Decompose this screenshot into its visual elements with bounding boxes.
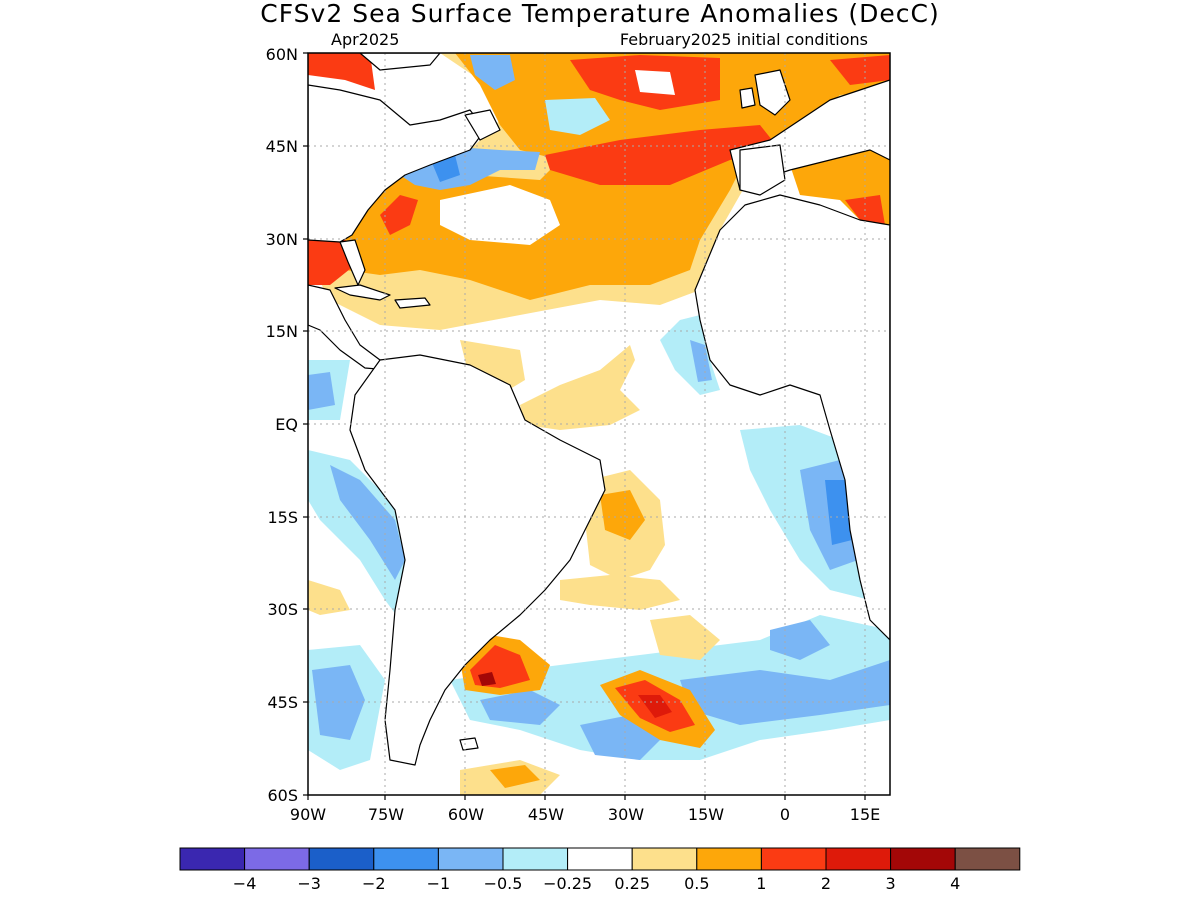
lat-label-30s: 30S xyxy=(267,600,298,619)
colorbar-label: −0.25 xyxy=(543,874,592,893)
lat-label-45s: 45S xyxy=(267,693,298,712)
lon-label-15e: 15E xyxy=(850,805,880,824)
colorbar-label: −0.5 xyxy=(484,874,523,893)
colorbar-label: 0.25 xyxy=(614,874,650,893)
florida-land xyxy=(339,239,366,286)
tick-marks xyxy=(303,52,866,800)
colorbar-swatch xyxy=(308,847,375,871)
lat-label-30n: 30N xyxy=(266,230,298,249)
valid-month-label: Apr2025 xyxy=(331,30,399,49)
lon-label-60w: 60W xyxy=(448,805,484,824)
colorbar-label: 0.5 xyxy=(684,874,709,893)
plot-area: 60N 45N 30N 15N EQ 15S 30S 45S 60S 90W 7… xyxy=(266,45,891,824)
anomaly-northwest-corner-warm xyxy=(308,53,375,90)
colorbar-label: −4 xyxy=(233,874,257,893)
colorbar-swatch xyxy=(825,847,892,871)
land-masses xyxy=(308,53,890,766)
anomaly-canary-current-cool-core xyxy=(690,340,712,382)
anomaly-labrador-cool xyxy=(470,55,515,90)
colorbar-swatch xyxy=(567,847,633,871)
lon-label-30w: 30W xyxy=(608,805,644,824)
colorbar-label: 3 xyxy=(886,874,896,893)
newfoundland-land xyxy=(464,109,501,141)
anomaly-nw-europe-strong-warm xyxy=(830,55,890,85)
lon-label-90w: 90W xyxy=(290,805,326,824)
colorbar-label: −2 xyxy=(362,874,386,893)
anomaly-east-pacific-cool-core xyxy=(308,372,335,410)
lat-label-eq: EQ xyxy=(275,415,298,434)
lat-label-60n: 60N xyxy=(266,45,298,64)
lon-label-45w: 45W xyxy=(528,805,564,824)
anomaly-tropical-weak-warm xyxy=(520,345,640,430)
latitude-labels: 60N 45N 30N 15N EQ 15S 30S 45S 60S xyxy=(266,45,298,805)
colorbar-swatch xyxy=(179,847,246,871)
lon-label-15w: 15W xyxy=(688,805,724,824)
anomaly-south-atlantic-cool-core-3 xyxy=(680,660,890,725)
colorbar-swatch xyxy=(760,847,827,871)
anomaly-south-atlantic-very-strong-warm-blob xyxy=(638,695,672,718)
lat-label-15s: 15S xyxy=(267,508,298,527)
colorbar-label: 2 xyxy=(821,874,831,893)
colorbar-swatch xyxy=(244,847,310,871)
colorbar-swatch xyxy=(954,847,1021,871)
colorbar-swatch xyxy=(373,847,439,871)
lon-label-75w: 75W xyxy=(368,805,404,824)
lon-label-0: 0 xyxy=(780,805,790,824)
colorbar xyxy=(179,847,1021,871)
anomaly-azores-neutral xyxy=(635,70,675,95)
anomaly-benguela-cool-deep xyxy=(825,480,852,545)
colorbar-label: −1 xyxy=(427,874,451,893)
anomaly-south-atlantic-warm-band xyxy=(560,575,680,610)
africa-land xyxy=(694,194,890,641)
anomaly-brazil-offshore-moderate-warm xyxy=(600,490,645,540)
initial-conditions-label: February2025 initial conditions xyxy=(620,30,868,49)
colorbar-swatch xyxy=(437,847,504,871)
anomaly-midlatitude-cool xyxy=(545,98,610,135)
colorbar-swatch xyxy=(502,847,569,871)
anomaly-north-atlantic-strong-warm xyxy=(545,125,780,185)
colorbar-swatch xyxy=(890,847,956,871)
anomaly-peru-chile-cool-core xyxy=(330,465,405,580)
anomaly-field xyxy=(308,53,890,795)
anomaly-southwest-atlantic-warm xyxy=(650,615,720,660)
lat-label-60s: 60S xyxy=(267,786,298,805)
colorbar-label: 4 xyxy=(950,874,960,893)
anomaly-gulf-stream-warm xyxy=(380,195,418,235)
anomaly-argentine-shelf-very-strong-warm xyxy=(478,672,496,686)
falkland-islands-land xyxy=(459,737,479,751)
lat-label-45n: 45N xyxy=(266,137,298,156)
british-isles-land xyxy=(754,69,791,116)
lat-label-15n: 15N xyxy=(266,322,298,341)
greenland-tip-land xyxy=(359,53,441,71)
hispaniola-land xyxy=(394,297,431,309)
anomaly-far-south-moderate-warm xyxy=(490,765,540,788)
ireland-land xyxy=(739,87,756,109)
colorbar-label: −3 xyxy=(297,874,321,893)
cuba-land xyxy=(334,284,391,301)
iberia-land xyxy=(739,144,786,196)
colorbar-labels: −4 −3 −2 −1 −0.5 −0.25 0.25 0.5 1 2 3 4 xyxy=(233,874,960,893)
colorbar-swatch xyxy=(696,847,762,871)
colorbar-label: 1 xyxy=(756,874,766,893)
colorbar-swatch xyxy=(631,847,698,871)
anomaly-southern-ocean-cool-core xyxy=(480,690,560,725)
anomaly-subtropical-neutral xyxy=(440,185,560,245)
anomaly-peru-chile-cool xyxy=(308,450,410,620)
anomaly-southeast-pacific-warm xyxy=(308,580,350,615)
longitude-labels: 90W 75W 60W 45W 30W 15W 0 15E xyxy=(290,805,880,824)
south-america-land xyxy=(349,354,606,766)
graticule xyxy=(308,53,890,795)
map-title: CFSv2 Sea Surface Temperature Anomalies … xyxy=(260,0,939,28)
